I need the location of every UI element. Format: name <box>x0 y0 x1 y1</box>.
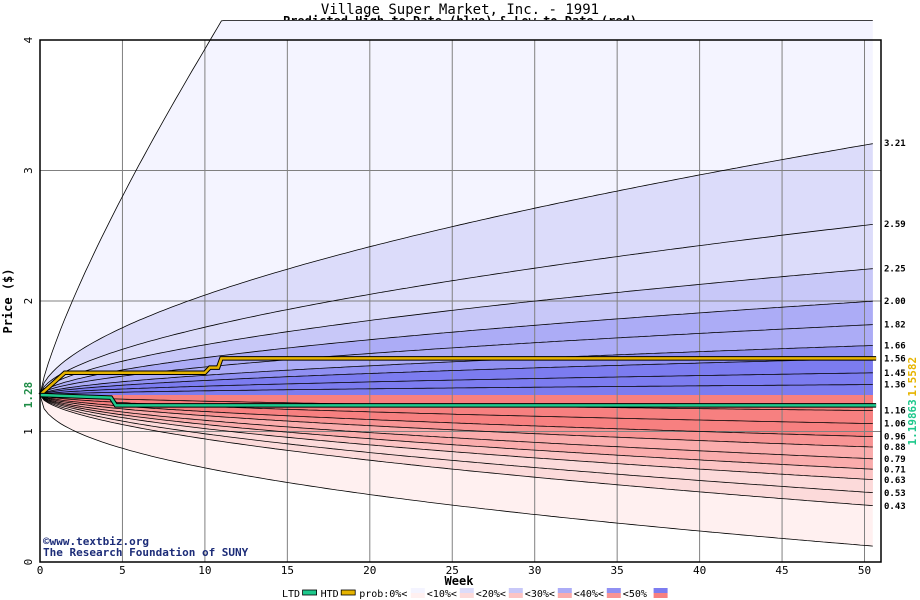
legend-band-swatch-blue <box>508 588 523 593</box>
final-percentile-label: 1.56 <box>884 354 906 364</box>
legend-label: HTD <box>321 589 339 600</box>
final-percentile-label: 2.25 <box>884 264 906 274</box>
legend-label: <30%< <box>525 589 555 600</box>
legend-band-swatch-blue <box>410 588 425 593</box>
percentile-line <box>39 394 873 480</box>
y-axis-label: Price ($) <box>1 268 15 333</box>
extreme-high-line <box>39 19 873 396</box>
legend-label: <10%< <box>427 589 457 600</box>
watermark-url: ©www.textbiz.org <box>43 535 149 548</box>
final-percentile-label: 1.66 <box>884 341 906 351</box>
final-percentile-label: 1.82 <box>884 320 906 330</box>
legend-band-swatch-blue <box>459 588 474 593</box>
percentile-line <box>39 143 873 396</box>
legend-label: <40%< <box>574 589 604 600</box>
percentile-line <box>39 394 873 493</box>
final-percentile-label: 0.43 <box>884 502 906 512</box>
final-percentile-label: 0.79 <box>884 455 906 465</box>
legend-label: prob:0%< <box>359 589 407 600</box>
y-tick-label: 3 <box>22 167 35 174</box>
band-upper-8 <box>40 384 873 395</box>
legend-band-swatch-red <box>653 593 668 598</box>
final-percentile-label: 0.63 <box>884 476 906 486</box>
x-tick-label: 10 <box>198 564 211 577</box>
final-percentile-label: 2.59 <box>884 220 906 230</box>
ltd-line <box>39 393 877 407</box>
legend-band-swatch-blue <box>653 588 668 593</box>
percentile-line <box>39 394 873 460</box>
final-percentile-label: 0.88 <box>884 443 906 453</box>
y-tick-label: 0 <box>22 559 35 566</box>
x-tick-label: 20 <box>363 564 376 577</box>
y-tick-label: 4 <box>22 36 35 43</box>
final-percentile-label: 0.96 <box>884 433 906 443</box>
ltd-end-label: 1.19863 <box>906 399 919 445</box>
x-axis-label: Week <box>445 574 475 588</box>
percentile-line <box>39 394 873 448</box>
final-percentile-label: 1.06 <box>884 420 906 430</box>
x-tick-label: 5 <box>119 564 126 577</box>
x-tick-label: 15 <box>281 564 294 577</box>
chart-title: Village Super Market, Inc. - 1991 <box>320 2 600 18</box>
final-percentile-label: 1.45 <box>884 369 906 379</box>
percentile-line <box>39 394 873 470</box>
htd-line <box>39 357 877 396</box>
percentile-line <box>39 268 873 396</box>
percentile-line <box>39 300 873 396</box>
percentile-line <box>39 394 873 506</box>
percentile-line <box>39 224 873 396</box>
legend-swatch <box>340 589 356 596</box>
x-tick-label: 0 <box>37 564 44 577</box>
x-tick-label: 45 <box>775 564 788 577</box>
extreme-low-line <box>39 394 873 547</box>
y-tick-label: 1 <box>22 428 35 435</box>
legend-band-swatch-red <box>459 593 474 598</box>
x-tick-label: 25 <box>446 564 459 577</box>
plot-frame <box>39 39 882 563</box>
final-percentile-label: 0.71 <box>884 465 906 475</box>
y-tick-label: 2 <box>22 298 35 305</box>
legend-band-swatch-red <box>410 593 425 598</box>
percentile-line <box>39 384 873 396</box>
percentile-line <box>39 394 873 437</box>
legend-band-swatch-red <box>557 593 572 598</box>
htd-end-label: 1.5582 <box>906 357 919 397</box>
legend-band-swatch-red <box>508 593 523 598</box>
final-percentile-label: 1.16 <box>884 407 906 417</box>
legend-swatch <box>302 589 318 596</box>
percentile-line <box>39 372 873 396</box>
x-tick-label: 50 <box>858 564 871 577</box>
percentile-line <box>39 358 873 396</box>
legend-band-swatch-red <box>606 593 621 598</box>
start-price-box <box>21 380 35 409</box>
legend-label: <20%< <box>476 589 506 600</box>
x-tick-label: 40 <box>693 564 706 577</box>
final-percentile-label: 1.36 <box>884 381 906 391</box>
final-percentile-label: 0.53 <box>884 489 906 499</box>
final-percentile-label: 3.21 <box>884 139 906 149</box>
final-percentile-label: 2.00 <box>884 297 906 307</box>
legend-label: <50% <box>623 589 647 600</box>
legend-band-swatch-blue <box>557 588 572 593</box>
x-tick-label: 35 <box>611 564 624 577</box>
watermark-org: The Research Foundation of SUNY <box>43 546 249 559</box>
percentile-line <box>39 345 873 396</box>
x-tick-label: 30 <box>528 564 541 577</box>
start-price-label: 1.28 <box>22 382 35 409</box>
legend-label: LTD <box>282 589 300 600</box>
legend-band-swatch-blue <box>606 588 621 593</box>
percentile-line <box>39 324 873 396</box>
